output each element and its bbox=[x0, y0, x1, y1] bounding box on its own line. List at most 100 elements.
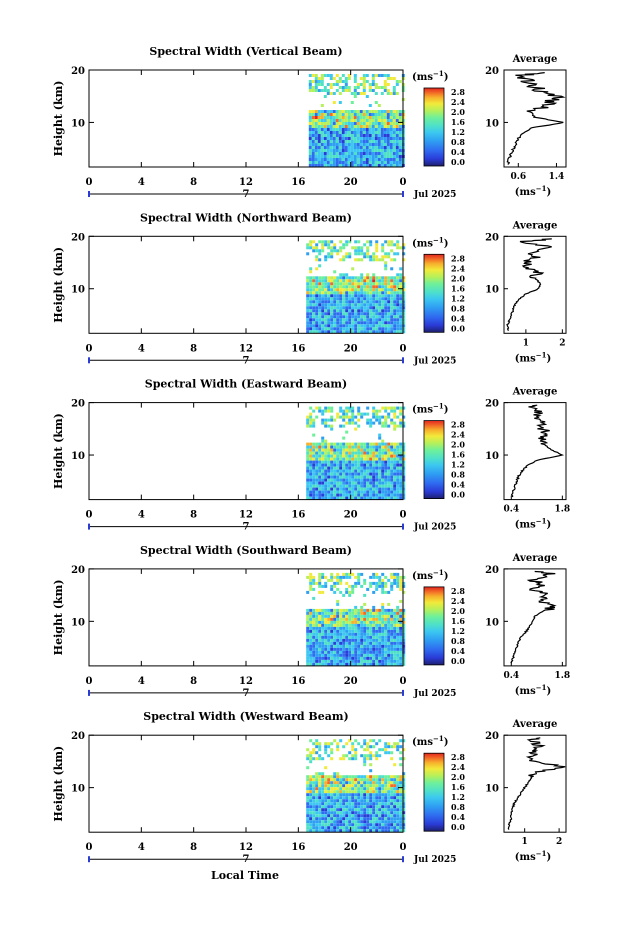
heatmap-cell bbox=[309, 243, 313, 247]
heatmap-cell bbox=[339, 757, 343, 761]
heatmap-cell bbox=[330, 617, 334, 621]
heatmap-cell bbox=[372, 611, 376, 615]
heatmap-cell bbox=[396, 644, 400, 648]
heatmap-cell bbox=[324, 312, 328, 316]
heatmap-cell bbox=[372, 481, 376, 485]
heatmap-cell bbox=[390, 279, 394, 283]
heatmap-cell bbox=[368, 83, 372, 86]
heatmap-cell bbox=[393, 291, 397, 295]
heatmap-cell bbox=[396, 781, 400, 785]
heatmap-cell bbox=[315, 623, 319, 627]
heatmap-cell bbox=[356, 134, 360, 137]
heatmap-cell bbox=[321, 757, 325, 761]
heatmap-cell bbox=[402, 282, 406, 286]
heatmap-cell bbox=[321, 306, 325, 310]
heatmap-cell bbox=[372, 745, 376, 749]
heatmap-cell bbox=[384, 457, 388, 461]
heatmap-cell bbox=[324, 623, 328, 627]
heatmap-cell bbox=[348, 285, 352, 289]
heatmap-cell bbox=[324, 324, 328, 328]
heatmap-cell bbox=[324, 799, 328, 803]
heatmap-cell bbox=[318, 315, 322, 319]
heatmap-cell bbox=[387, 312, 391, 316]
heatmap-cell bbox=[393, 814, 397, 818]
heatmap-cell bbox=[393, 445, 397, 449]
heatmap-cell bbox=[357, 496, 361, 500]
heatmap-cell bbox=[399, 584, 403, 588]
heatmap-cell bbox=[327, 466, 331, 470]
heatmap-cell bbox=[332, 149, 336, 152]
heatmap-cell bbox=[372, 478, 376, 482]
heatmap-cell bbox=[312, 424, 316, 428]
heatmap-cell bbox=[309, 578, 313, 582]
heatmap-cell bbox=[357, 638, 361, 642]
heatmap-cell bbox=[357, 475, 361, 479]
heatmap-cell bbox=[357, 781, 361, 785]
heatmap-cell bbox=[333, 820, 337, 824]
heatmap-cell bbox=[354, 623, 358, 627]
heatmap-cell bbox=[345, 742, 349, 746]
heatmap-cell bbox=[351, 742, 355, 746]
heatmap-cell bbox=[393, 778, 397, 782]
heatmap-cell bbox=[345, 415, 349, 419]
heatmap-cell bbox=[320, 74, 324, 77]
heatmap-cell bbox=[339, 240, 343, 244]
heatmap-cell bbox=[333, 451, 337, 455]
heatmap-cell bbox=[357, 240, 361, 244]
heatmap-cell bbox=[368, 86, 372, 89]
heatmap-cell bbox=[360, 478, 364, 482]
heatmap-cell bbox=[312, 472, 316, 476]
heatmap-cell bbox=[332, 113, 336, 116]
heatmap-cell bbox=[389, 77, 393, 80]
heatmap-cell bbox=[347, 113, 351, 116]
heatmap-cell bbox=[332, 143, 336, 146]
heatmap-cell bbox=[384, 472, 388, 476]
heatmap-cell bbox=[318, 635, 322, 639]
heatmap-cell bbox=[312, 315, 316, 319]
heatmap-cell bbox=[327, 817, 331, 821]
heatmap-cell bbox=[390, 656, 394, 660]
heatmap-cell bbox=[369, 282, 373, 286]
heatmap-cell bbox=[317, 83, 321, 86]
heatmap-cell bbox=[336, 599, 340, 603]
heatmap-cell bbox=[356, 113, 360, 116]
heatmap-cell bbox=[315, 255, 319, 259]
heatmap-cell bbox=[339, 285, 343, 289]
heatmap-cell bbox=[371, 128, 375, 131]
heatmap-cell bbox=[360, 823, 364, 827]
heatmap-cell bbox=[306, 620, 310, 624]
heatmap-cell bbox=[375, 300, 379, 304]
heatmap-cell bbox=[381, 617, 385, 621]
heatmap-cell bbox=[371, 116, 375, 119]
heatmap-cell bbox=[386, 146, 390, 149]
heatmap-cell bbox=[386, 110, 390, 113]
heatmap-cell bbox=[345, 327, 349, 331]
heatmap-cell bbox=[369, 306, 373, 310]
heatmap-cell bbox=[330, 469, 334, 473]
heatmap-cell bbox=[369, 784, 373, 788]
heatmap-cell bbox=[315, 442, 319, 446]
heatmap-cell bbox=[345, 285, 349, 289]
heatmap-cell bbox=[390, 285, 394, 289]
heatmap-cell bbox=[315, 662, 319, 666]
heatmap-cell bbox=[345, 288, 349, 292]
heatmap-cell bbox=[342, 246, 346, 250]
heatmap-cell bbox=[317, 122, 321, 125]
heatmap-cell bbox=[372, 330, 376, 334]
heatmap-cell bbox=[350, 164, 354, 167]
heatmap-cell bbox=[315, 808, 319, 812]
heatmap-cell bbox=[309, 739, 313, 743]
heatmap-cell bbox=[375, 279, 379, 283]
heatmap-cell bbox=[350, 101, 354, 104]
heatmap-cell bbox=[306, 748, 310, 752]
heatmap-cell bbox=[380, 131, 384, 134]
heatmap-cell bbox=[360, 629, 364, 633]
heatmap-cell bbox=[323, 122, 327, 125]
heatmap-cell bbox=[378, 288, 382, 292]
heatmap-cell bbox=[396, 475, 400, 479]
heatmap-cell bbox=[321, 793, 325, 797]
heatmap-cell bbox=[396, 460, 400, 464]
heatmap-cell bbox=[362, 149, 366, 152]
heatmap-cell bbox=[306, 493, 310, 497]
heatmap-cell bbox=[348, 796, 352, 800]
